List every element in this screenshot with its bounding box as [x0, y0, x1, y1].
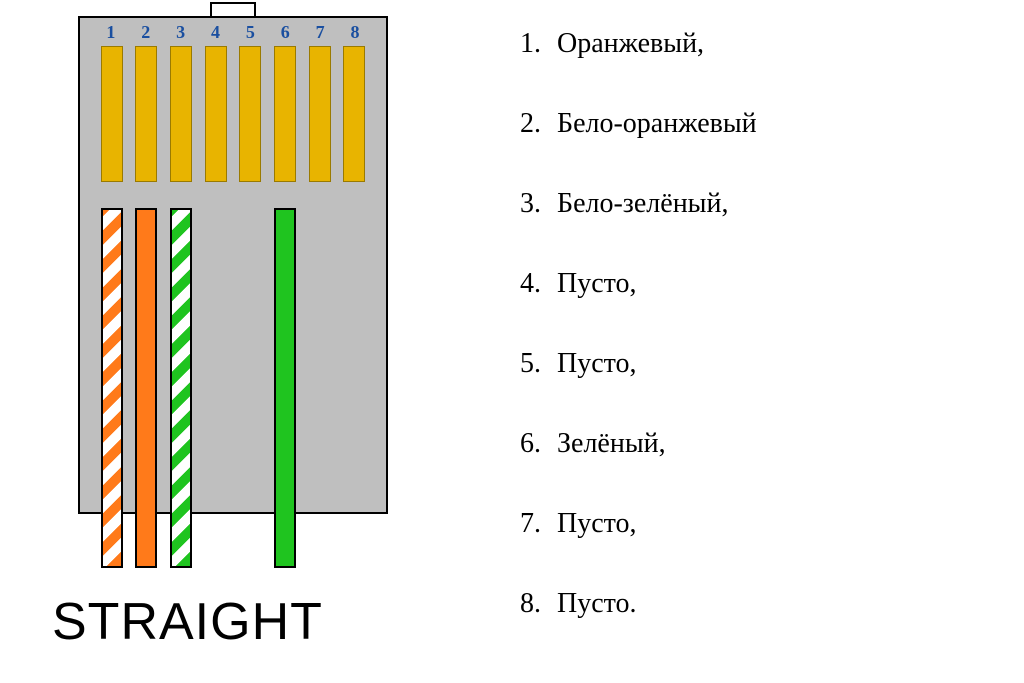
wire-slot	[309, 208, 331, 568]
pin-contact	[343, 46, 365, 182]
legend-item-text: Пусто,	[550, 348, 637, 379]
legend-item-text: Пусто,	[550, 508, 637, 539]
pin-contact	[205, 46, 227, 182]
pin-contact	[274, 46, 296, 182]
diagram-container: 12345678 STRAIGHT 1. Оранжевый, 2. Бело-о…	[0, 0, 1024, 683]
pin-number: 1	[99, 22, 123, 43]
legend-item-text: Пусто.	[550, 588, 637, 619]
wire-solid	[135, 208, 157, 568]
pin-contact	[135, 46, 157, 182]
pin-row	[80, 46, 386, 182]
legend-item-text: Зелёный,	[550, 428, 666, 459]
wire-slot	[170, 208, 192, 568]
wire-slot	[274, 208, 296, 568]
pin-number: 8	[343, 22, 367, 43]
legend-item-number: 6.	[520, 428, 550, 460]
pin-number: 5	[238, 22, 262, 43]
legend-item-number: 7.	[520, 508, 550, 540]
legend-item-number: 4.	[520, 268, 550, 300]
pin-number: 2	[134, 22, 158, 43]
pin-number-row: 12345678	[80, 22, 386, 43]
legend-item-text: Пусто,	[550, 268, 637, 299]
pin-contact	[101, 46, 123, 182]
pin-contact	[239, 46, 261, 182]
legend-item-number: 2.	[520, 108, 550, 140]
wire-slot	[101, 208, 123, 568]
wire-slot	[343, 208, 365, 568]
legend-item-number: 5.	[520, 348, 550, 380]
diagram-caption: STRAIGHT	[52, 592, 323, 652]
legend-item-number: 3.	[520, 188, 550, 220]
legend-item-number: 1.	[520, 28, 550, 60]
wire-slot	[239, 208, 261, 568]
wire-slot	[205, 208, 227, 568]
legend-item-text: Бело-оранжевый	[550, 108, 757, 139]
legend-item: 1. Оранжевый,	[520, 28, 1024, 60]
legend-item-text: Бело-зелёный,	[550, 188, 728, 219]
wire-slot	[135, 208, 157, 568]
legend-item: 6. Зелёный,	[520, 428, 1024, 460]
wire-striped	[170, 208, 192, 568]
legend-item-text: Оранжевый,	[550, 28, 704, 59]
legend-item-number: 8.	[520, 588, 550, 620]
pin-number: 6	[273, 22, 297, 43]
connector-body: 12345678	[78, 16, 388, 514]
legend-panel: 1. Оранжевый, 2. Бело-оранжевый 3. Бело-зе…	[480, 0, 1024, 683]
pin-contact	[170, 46, 192, 182]
pin-number: 7	[308, 22, 332, 43]
legend-item: 4. Пусто,	[520, 268, 1024, 300]
legend-item: 2. Бело-оранжевый	[520, 108, 1024, 140]
wire-area	[80, 208, 386, 568]
legend-item: 7. Пусто,	[520, 508, 1024, 540]
pin-number: 3	[169, 22, 193, 43]
pin-contact	[309, 46, 331, 182]
wire-striped	[101, 208, 123, 568]
pin-number: 4	[204, 22, 228, 43]
legend-item: 3. Бело-зелёный,	[520, 188, 1024, 220]
connector-panel: 12345678 STRAIGHT	[0, 0, 480, 683]
legend-item: 5. Пусто,	[520, 348, 1024, 380]
legend-list: 1. Оранжевый, 2. Бело-оранжевый 3. Бело-зе…	[520, 28, 1024, 620]
legend-item: 8. Пусто.	[520, 588, 1024, 620]
wire-solid	[274, 208, 296, 568]
